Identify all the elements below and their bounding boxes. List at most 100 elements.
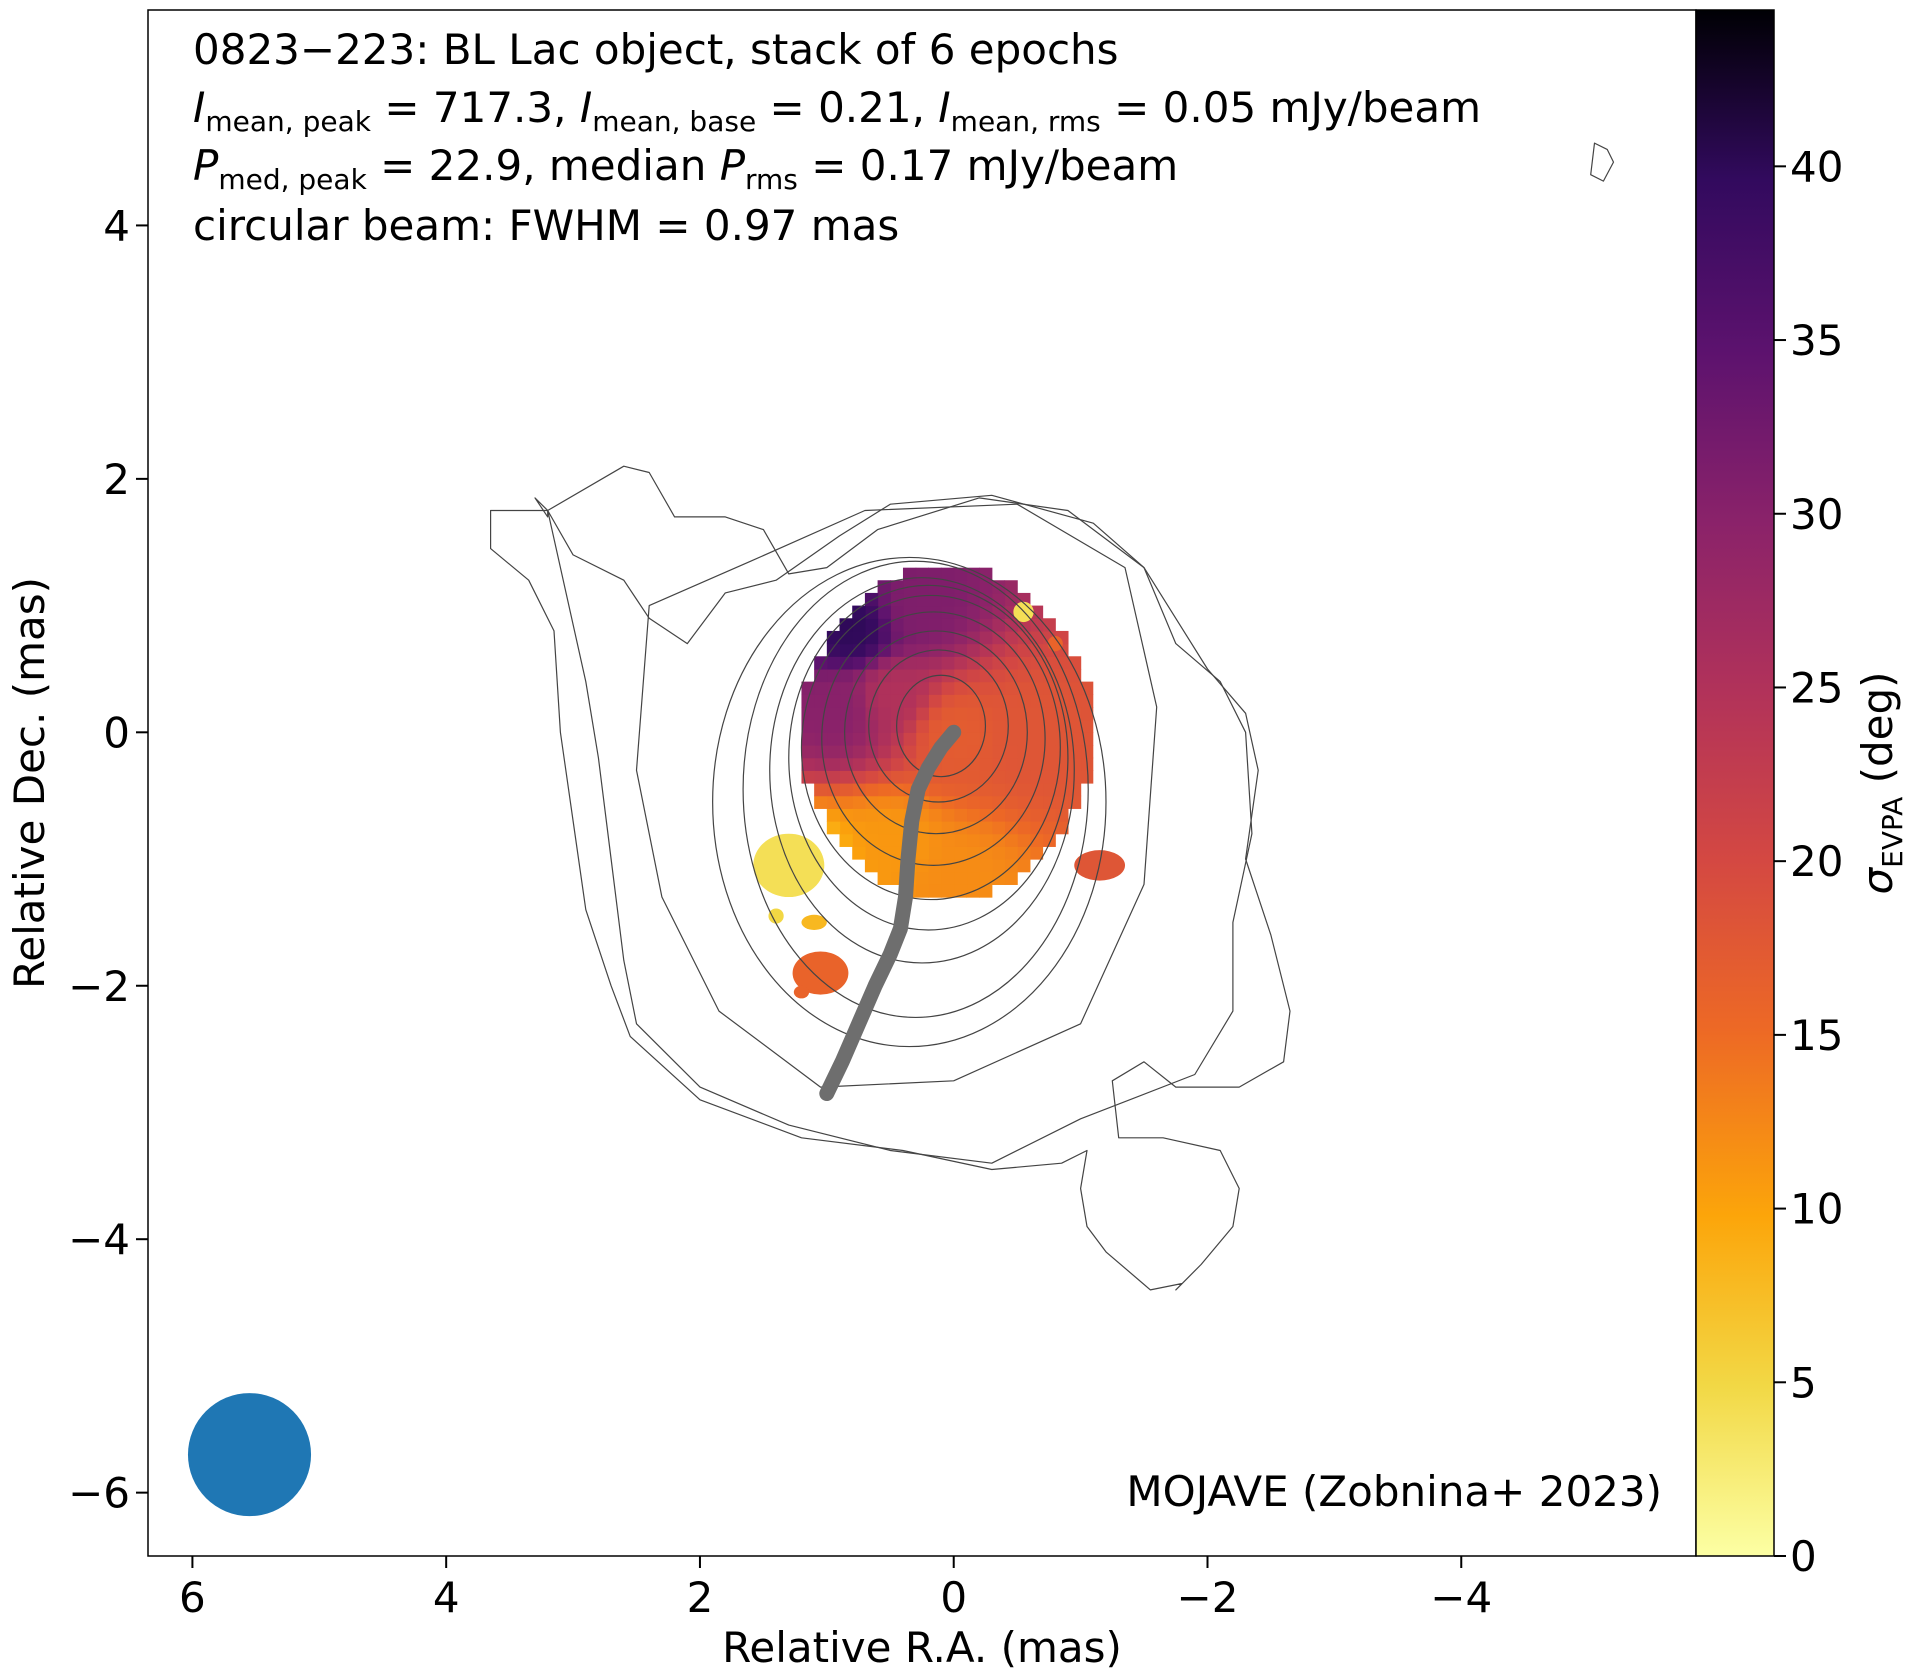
evpa-pixel xyxy=(826,821,841,835)
evpa-pixel xyxy=(941,618,955,632)
evpa-pixel xyxy=(902,770,917,784)
evpa-pixel xyxy=(953,821,968,835)
evpa-pixel xyxy=(941,630,955,645)
evpa-pixel xyxy=(915,580,929,594)
evpa-pixel xyxy=(979,605,993,619)
evpa-pixel xyxy=(941,808,955,822)
evpa-pixel xyxy=(1017,859,1031,873)
evpa-pixel xyxy=(1042,757,1056,771)
evpa-pixel xyxy=(1017,783,1031,797)
evpa-pixel xyxy=(928,656,942,670)
evpa-pixel xyxy=(852,795,866,809)
evpa-pixel xyxy=(852,643,866,657)
evpa-pixel xyxy=(966,808,980,822)
evpa-pixel xyxy=(877,757,891,771)
evpa-pixel xyxy=(915,592,929,607)
evpa-pixel xyxy=(979,694,993,708)
evpa-pixel xyxy=(1042,656,1056,670)
evpa-pixel xyxy=(826,706,841,721)
y-tick-label: 0 xyxy=(103,708,130,757)
evpa-pixel xyxy=(1029,795,1044,809)
evpa-pixel xyxy=(890,592,904,607)
evpa-pixel xyxy=(890,694,904,708)
contour-line xyxy=(821,611,1046,866)
evpa-pixel xyxy=(1042,744,1056,759)
colorbar-tick-label: 15 xyxy=(1790,1011,1843,1060)
evpa-pixel xyxy=(839,795,853,809)
evpa-pixel xyxy=(877,719,891,733)
p-med-peak-value: = 22.9, median xyxy=(367,141,720,190)
evpa-pixel xyxy=(902,656,917,670)
evpa-pixel xyxy=(979,567,993,581)
evpa-pixel xyxy=(1029,630,1044,645)
evpa-pixel xyxy=(966,681,980,695)
evpa-pixel xyxy=(814,719,828,733)
evpa-pixel xyxy=(991,783,1006,797)
evpa-pixel xyxy=(877,783,891,797)
evpa-pixel xyxy=(864,770,879,784)
evpa-pixel xyxy=(991,795,1006,809)
intensity-contours xyxy=(490,142,1615,1291)
evpa-pixel xyxy=(966,821,980,835)
evpa-pixel xyxy=(953,656,968,670)
evpa-pixel xyxy=(979,668,993,683)
evpa-pixel xyxy=(864,821,879,835)
evpa-pixel xyxy=(1004,744,1018,759)
evpa-pixel xyxy=(864,618,879,632)
evpa-pixel xyxy=(1017,732,1031,746)
evpa-pixel xyxy=(801,757,815,771)
evpa-pixel xyxy=(864,694,879,708)
evpa-pixel xyxy=(877,668,891,683)
evpa-pixel xyxy=(966,770,980,784)
evpa-pixel xyxy=(941,681,955,695)
i-mean-peak-symbol: I xyxy=(193,83,205,132)
evpa-pixel xyxy=(953,783,968,797)
y-tick-label: −4 xyxy=(68,1215,130,1264)
evpa-pixel xyxy=(915,618,929,632)
contour-line xyxy=(490,465,1291,1291)
evpa-pixel xyxy=(902,694,917,708)
x-axis-label: Relative R.A. (mas) xyxy=(722,1623,1122,1672)
evpa-pixel xyxy=(979,744,993,759)
evpa-pixel xyxy=(826,656,841,670)
evpa-pixel xyxy=(979,757,993,771)
evpa-pixel xyxy=(979,706,993,721)
colorbar-label-unit: (deg) xyxy=(1853,671,1902,796)
contour-line xyxy=(534,497,549,518)
evpa-pixel xyxy=(877,821,891,835)
evpa-pixel xyxy=(1029,808,1044,822)
p-rms-symbol: P xyxy=(720,141,746,190)
evpa-pixel xyxy=(915,884,929,898)
p-rms-sub: rms xyxy=(745,163,798,196)
evpa-pixel xyxy=(966,694,980,708)
evpa-pixel xyxy=(941,783,955,797)
evpa-pixel xyxy=(928,884,942,898)
evpa-pixel xyxy=(864,630,879,645)
evpa-pixel xyxy=(953,618,968,632)
evpa-pixel xyxy=(1042,783,1056,797)
evpa-pixel xyxy=(928,719,942,733)
evpa-pixel xyxy=(1004,681,1018,695)
evpa-pixel xyxy=(864,859,879,873)
evpa-pixel xyxy=(852,821,866,835)
jet-ridge-line xyxy=(819,724,962,1101)
evpa-pixel xyxy=(890,706,904,721)
evpa-pixel xyxy=(1017,681,1031,695)
evpa-pixel xyxy=(991,668,1006,683)
evpa-pixel xyxy=(915,706,929,721)
evpa-pixel xyxy=(1042,719,1056,733)
evpa-pixel xyxy=(979,846,993,860)
evpa-pixel xyxy=(852,808,866,822)
evpa-pixel xyxy=(1029,732,1044,746)
evpa-pixel xyxy=(928,871,942,885)
evpa-pixel xyxy=(1080,681,1094,695)
evpa-pixel xyxy=(979,871,993,885)
evpa-pixel xyxy=(941,605,955,619)
evpa-pixel xyxy=(953,757,968,771)
evpa-pixel xyxy=(1042,795,1056,809)
annotation-line-4: circular beam: FWHM = 0.97 mas xyxy=(193,201,899,250)
evpa-pixel xyxy=(915,681,929,695)
evpa-pixel xyxy=(1017,821,1031,835)
evpa-pixel xyxy=(801,732,815,746)
evpa-pixel xyxy=(826,770,841,784)
